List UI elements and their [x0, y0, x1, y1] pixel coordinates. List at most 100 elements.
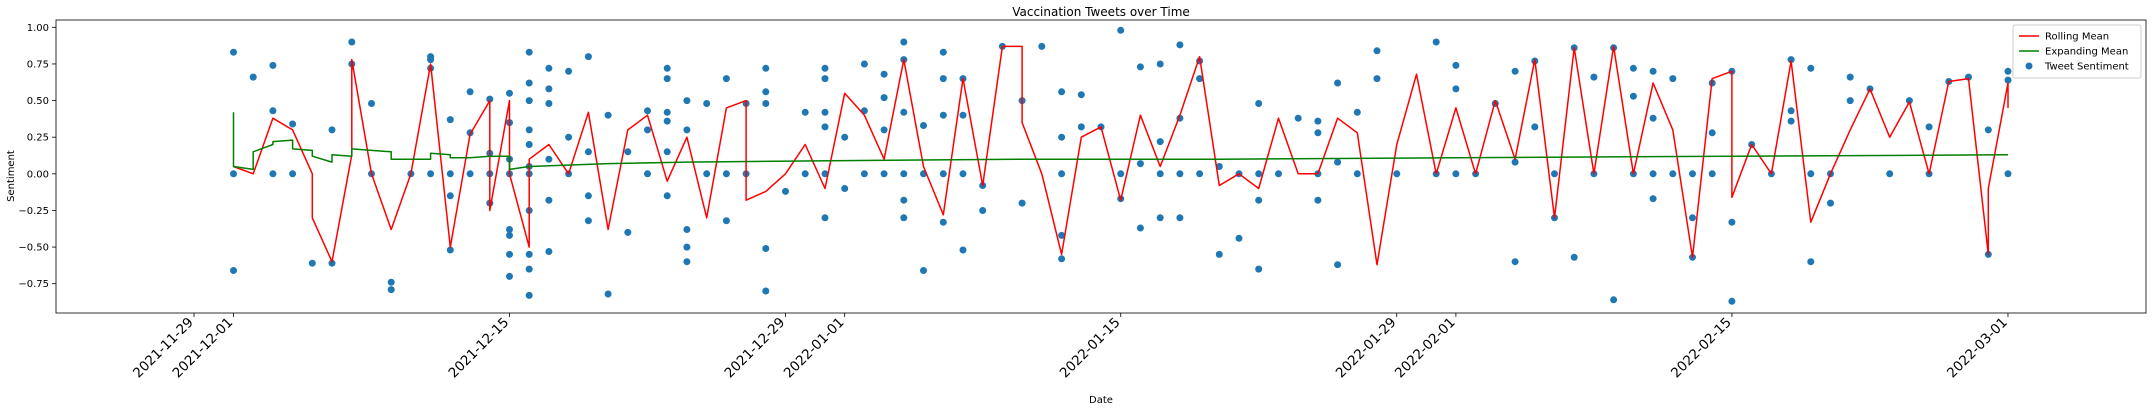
scatter-point	[1807, 64, 1815, 72]
scatter-point	[584, 217, 592, 225]
scatter-point	[525, 48, 533, 56]
scatter-point	[880, 70, 888, 78]
scatter-point	[1708, 129, 1716, 137]
scatter-point	[1649, 170, 1657, 178]
scatter-point	[1728, 297, 1736, 305]
scatter-point	[506, 89, 513, 97]
scatter-point	[841, 185, 849, 192]
scatter-point	[1511, 67, 1519, 75]
scatter-point	[446, 116, 454, 124]
scatter-point	[900, 170, 908, 178]
scatter-point	[900, 38, 908, 46]
series-tweet-sentiment	[230, 26, 2012, 305]
scatter-point	[624, 148, 632, 156]
scatter-point	[230, 48, 237, 56]
scatter-point	[1787, 56, 1795, 64]
scatter-point	[1511, 258, 1519, 266]
scatter-point	[348, 38, 356, 46]
scatter-point	[1156, 60, 1164, 68]
scatter-point	[1886, 170, 1894, 178]
scatter-point	[683, 258, 691, 266]
scatter-point	[1038, 42, 1046, 50]
scatter-point	[722, 75, 730, 83]
scatter-point	[584, 53, 592, 61]
scatter-point	[1334, 158, 1342, 166]
scatter-point	[644, 170, 651, 178]
scatter-point	[1551, 170, 1558, 178]
scatter-point	[2004, 67, 2012, 75]
scatter-point	[762, 88, 770, 96]
scatter-point	[920, 267, 927, 274]
scatter-point	[900, 108, 908, 116]
scatter-point	[565, 67, 573, 75]
scatter-point	[920, 122, 927, 129]
scatter-point	[368, 100, 375, 107]
scatter-point	[1708, 170, 1716, 178]
scatter-point	[683, 97, 691, 105]
scatter-point	[939, 218, 947, 226]
scatter-point	[703, 170, 711, 178]
scatter-point	[979, 207, 987, 214]
scatter-point	[841, 133, 849, 141]
scatter-point	[446, 192, 454, 200]
scatter-point	[525, 97, 533, 105]
scatter-point	[1196, 170, 1204, 178]
scatter-point	[1984, 126, 1992, 134]
scatter-point	[1058, 170, 1066, 178]
scatter-point	[328, 126, 336, 134]
scatter-point	[1905, 97, 1913, 105]
scatter-point	[1846, 97, 1854, 105]
scatter-point	[506, 250, 513, 258]
y-tick-label: −0.25	[18, 206, 49, 217]
scatter-point	[1590, 73, 1598, 81]
x-axis-label: Date	[1089, 395, 1113, 406]
scatter-point	[762, 100, 770, 107]
scatter-point	[427, 170, 435, 178]
scatter-point	[525, 79, 533, 87]
scatter-point	[1314, 196, 1322, 204]
scatter-point	[308, 259, 316, 267]
scatter-point	[1353, 170, 1361, 178]
scatter-point	[506, 272, 513, 280]
scatter-point	[1156, 170, 1164, 178]
scatter-point	[1255, 170, 1263, 178]
scatter-point	[722, 170, 730, 178]
scatter-point	[328, 259, 336, 267]
scatter-point	[663, 148, 671, 156]
scatter-point	[939, 75, 947, 83]
scatter-point	[1136, 224, 1144, 232]
y-axis-label: Sentiment	[6, 150, 17, 202]
scatter-point	[269, 61, 277, 69]
scatter-point	[506, 226, 513, 233]
scatter-point	[821, 64, 829, 72]
scatter-point	[466, 170, 474, 178]
scatter-point	[1058, 231, 1066, 239]
y-tick-label: 0.50	[27, 96, 49, 107]
scatter-point	[1077, 123, 1085, 131]
scatter-point	[821, 75, 829, 83]
scatter-point	[880, 170, 888, 178]
series-line	[233, 45, 2009, 266]
scatter-point	[1176, 170, 1184, 178]
scatter-point	[1610, 296, 1618, 304]
scatter-point	[1807, 170, 1815, 178]
scatter-point	[249, 73, 257, 81]
scatter-point	[584, 192, 592, 200]
plot-frame	[55, 19, 2147, 314]
scatter-point	[289, 170, 297, 178]
series-expanding-mean	[232, 112, 2009, 171]
scatter-point	[545, 248, 553, 255]
scatter-point	[289, 120, 297, 128]
scatter-point	[762, 287, 770, 295]
scatter-point	[1728, 218, 1736, 226]
scatter-point	[959, 111, 967, 119]
scatter-point	[703, 100, 711, 107]
scatter-point	[1649, 67, 1657, 75]
scatter-point	[1136, 160, 1144, 168]
scatter-point	[663, 64, 671, 72]
scatter-point	[1058, 133, 1066, 141]
scatter-point	[1334, 79, 1342, 87]
y-tick-label: −0.75	[18, 279, 49, 290]
scatter-point	[1452, 61, 1460, 69]
y-tick-label: 0.00	[27, 169, 49, 180]
